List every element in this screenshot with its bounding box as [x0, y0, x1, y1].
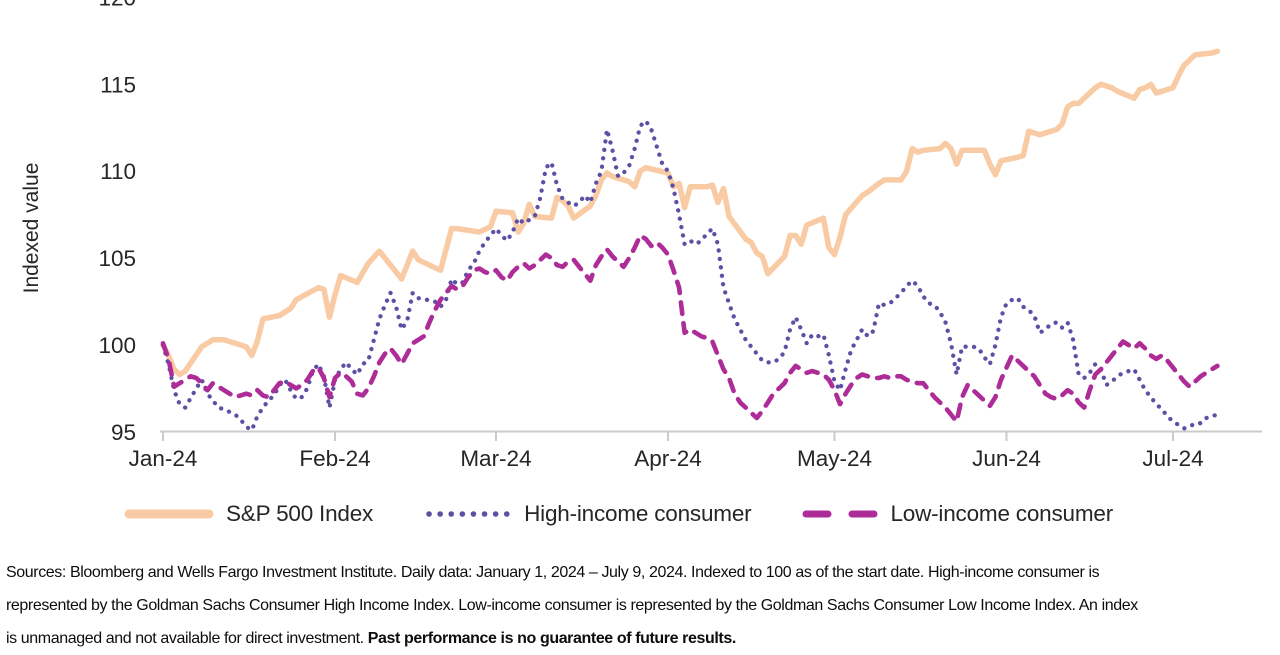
source-note-line3: is unmanaged and not available for direc… — [6, 622, 1278, 655]
x-tick-label: Mar-24 — [460, 446, 531, 471]
x-tick-label: Feb-24 — [299, 446, 370, 471]
series-line-low-income-consumer — [160, 233, 1220, 424]
legend-item-sp500: S&P 500 Index — [123, 501, 373, 527]
source-note-line3-normal: is unmanaged and not available for direc… — [6, 630, 368, 647]
x-tick-label: Jun-24 — [972, 446, 1041, 471]
low-income-dashed-line-swatch-icon — [802, 510, 878, 518]
chart-legend: S&P 500 Index High-income consumer Low-i… — [0, 501, 1280, 527]
source-note-line2: represented by the Goldman Sachs Consume… — [6, 597, 1138, 614]
x-tick-label: Apr-24 — [634, 446, 702, 471]
chart-svg: Jan-24 Feb-24 Mar-24 Apr-24 May-24 Jun-24 Jul-… — [20, 0, 1262, 471]
y-tick-label: 100 — [98, 333, 136, 358]
y-tick-label: 95 — [111, 420, 136, 445]
indexed-value-chart: Jan-24 Feb-24 Mar-24 Apr-24 May-24 Jun-24 Jul-… — [20, 0, 1262, 471]
legend-item-high-income: High-income consumer — [423, 501, 752, 527]
x-tick-label: May-24 — [797, 446, 872, 471]
legend-label-low-income: Low-income consumer — [890, 501, 1113, 526]
x-tick-label: Jan-24 — [129, 446, 198, 471]
source-note: Sources: Bloomberg and Wells Fargo Inves… — [6, 556, 1278, 655]
sp500-solid-line-swatch-icon — [124, 509, 214, 519]
series-line-s-p-500-index — [160, 48, 1221, 378]
x-tick-label: Jul-24 — [1142, 446, 1203, 471]
y-tick-label: 105 — [98, 246, 136, 271]
past-performance-disclaimer: Past performance is no guarantee of futu… — [367, 630, 737, 647]
legend-label-sp500: S&P 500 Index — [226, 501, 374, 526]
legend-label-high-income: High-income consumer — [524, 501, 752, 526]
y-tick-label: 120 — [98, 0, 136, 10]
y-tick-label: 110 — [100, 159, 136, 184]
high-income-dotted-line-swatch-icon — [426, 511, 510, 517]
legend-item-low-income: Low-income consumer — [801, 501, 1113, 527]
y-axis-title: Indexed value — [20, 163, 43, 294]
series-line-high-income-consumer — [160, 118, 1220, 433]
source-note-line1: Sources: Bloomberg and Wells Fargo Inves… — [6, 564, 1100, 581]
y-tick-label: 115 — [100, 72, 136, 97]
